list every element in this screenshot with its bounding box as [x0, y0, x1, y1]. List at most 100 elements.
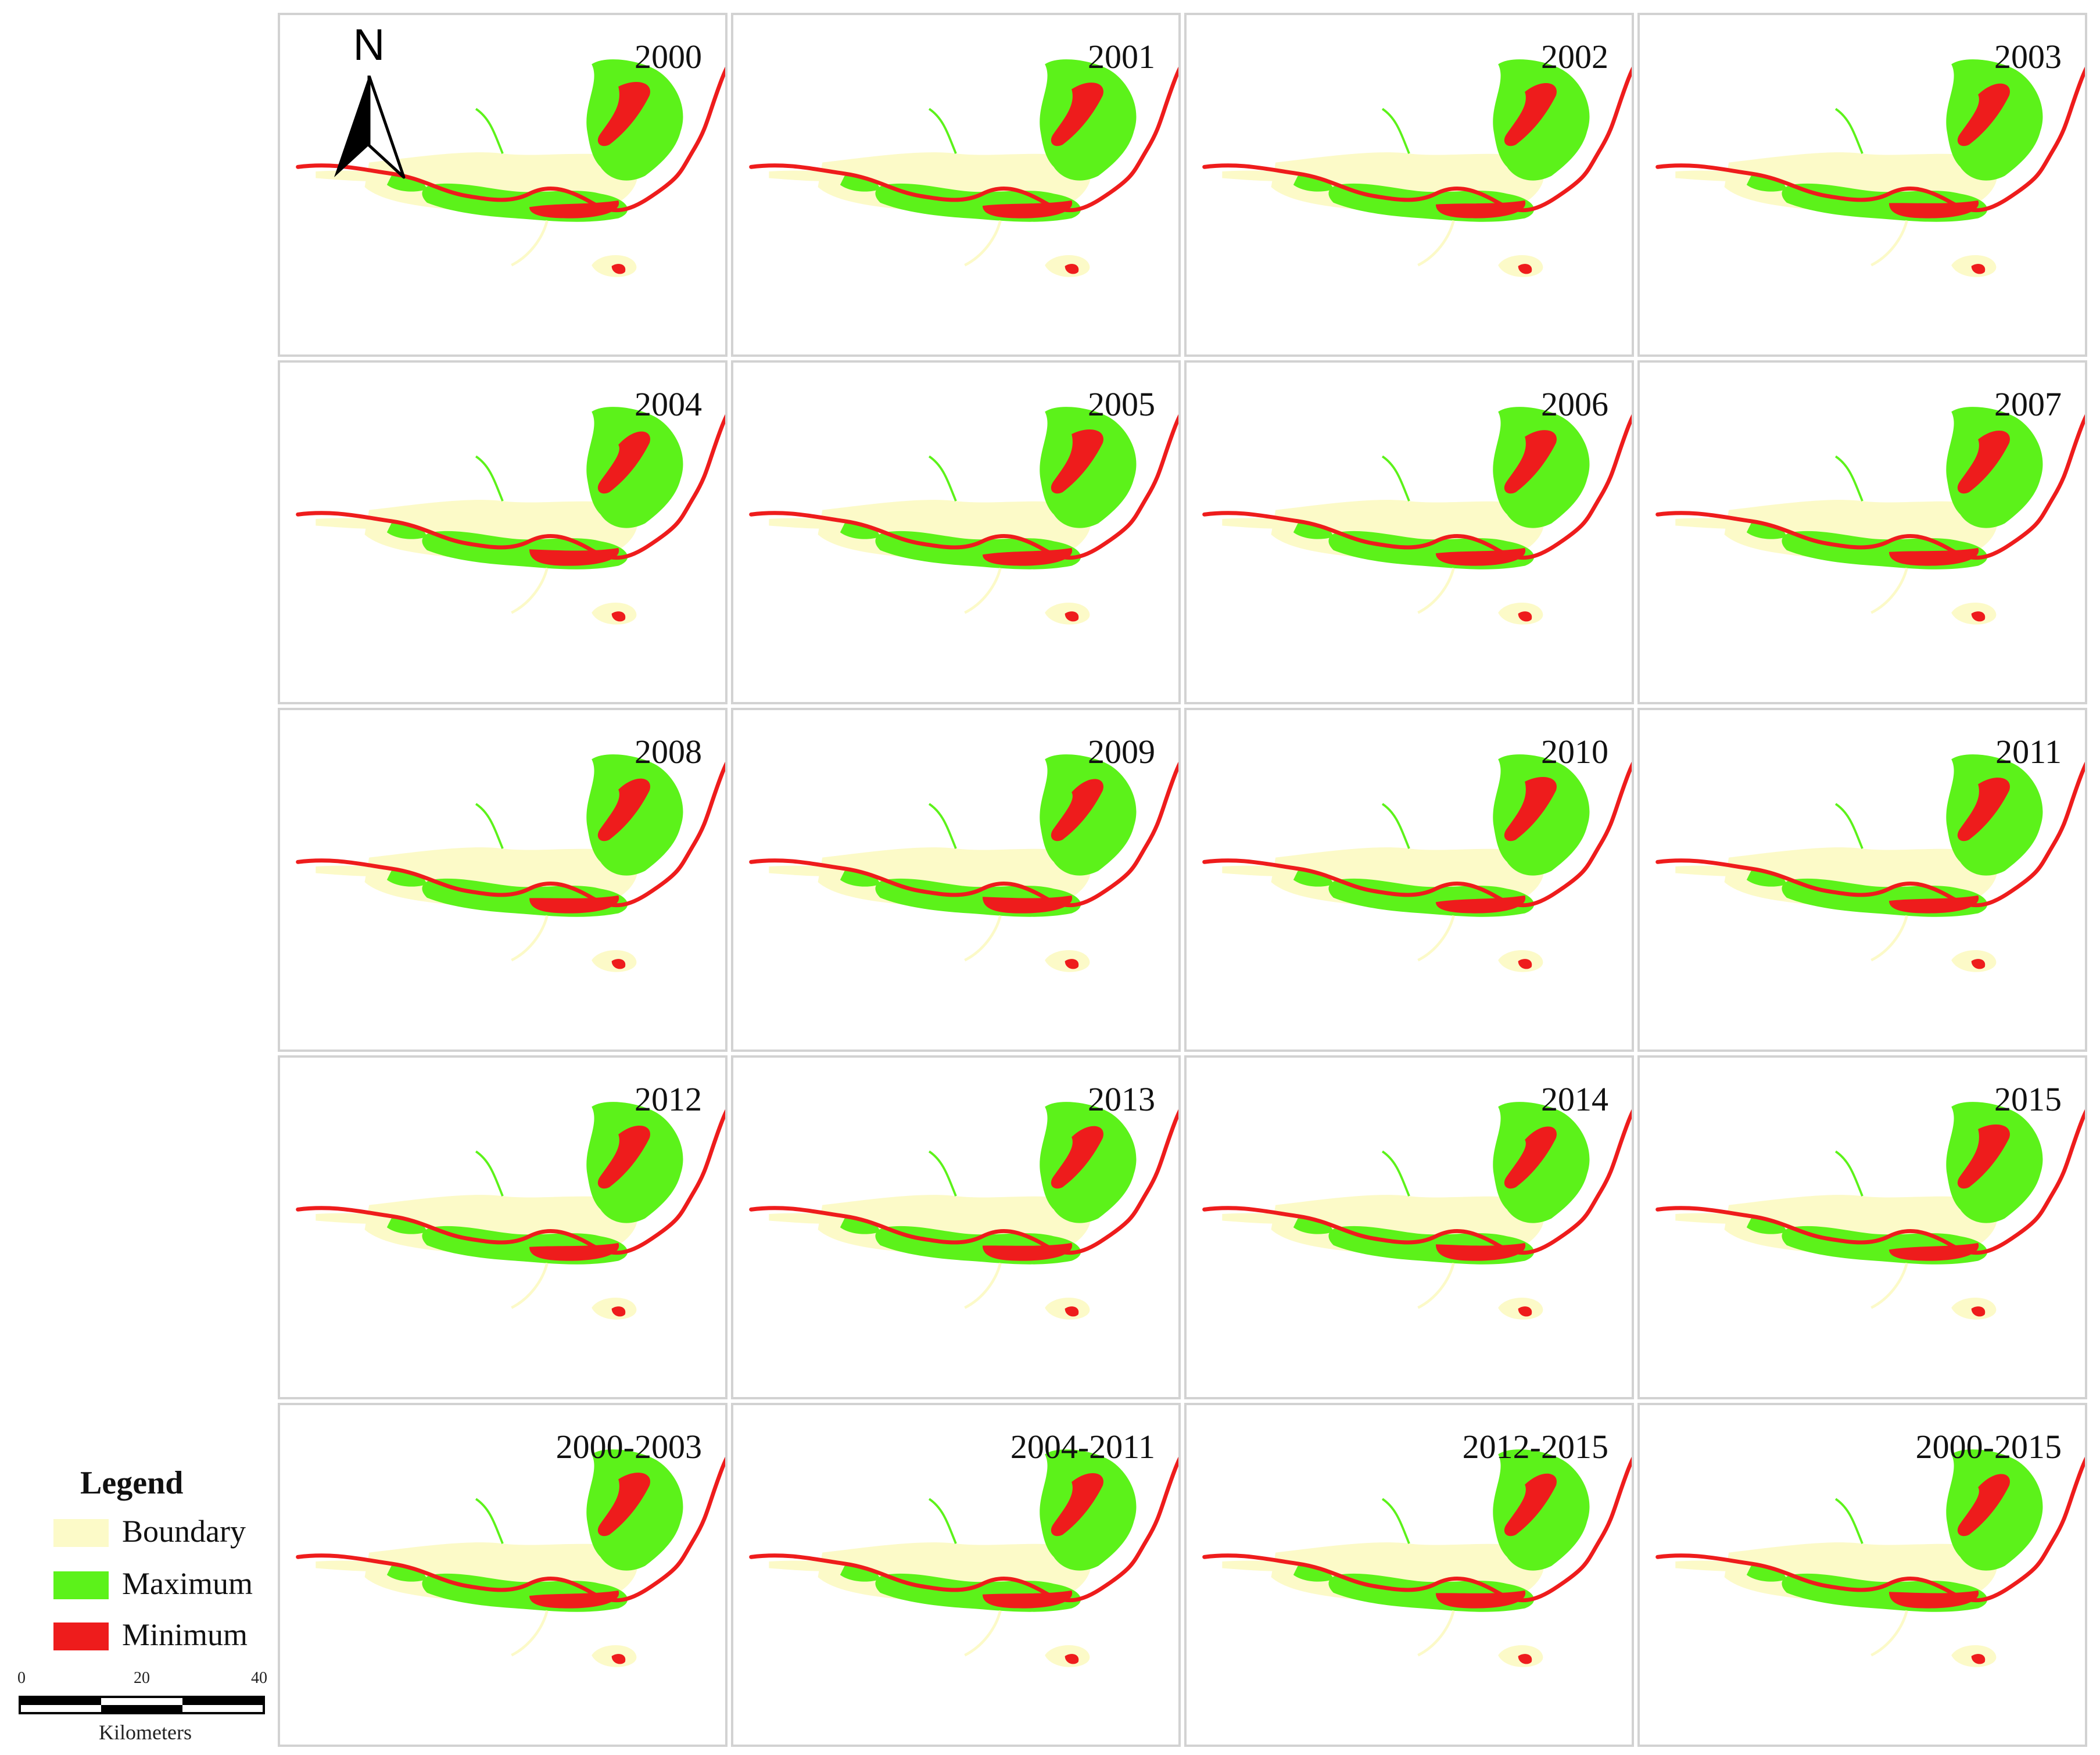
min-extent-north — [1051, 779, 1103, 841]
min-extent-lobe — [611, 264, 626, 274]
tributary — [475, 803, 504, 849]
min-extent-south — [982, 200, 1073, 219]
map-panel: 2010 — [1184, 708, 1634, 1052]
min-extent-north — [1504, 1126, 1557, 1189]
max-extent-north — [1493, 407, 1590, 528]
tributary-south — [964, 1610, 1002, 1657]
max-extent-north — [1493, 754, 1590, 876]
panel-period-label: 2000 — [635, 38, 702, 76]
min-extent-lobe — [611, 959, 626, 969]
wetland-map — [1202, 754, 1632, 972]
min-extent-north — [1504, 1473, 1557, 1536]
map-panel: 2007 — [1637, 360, 2087, 704]
river-channel — [1202, 1456, 1632, 1603]
tributary — [1381, 803, 1410, 849]
panel-period-label: 2012 — [635, 1080, 702, 1118]
river-channel — [749, 414, 1178, 560]
tributary-south — [511, 567, 549, 614]
panel-period-label: 2014 — [1541, 1080, 1608, 1118]
river-channel — [1202, 414, 1632, 560]
wetland-map — [1655, 754, 2085, 972]
min-extent-lobe — [1518, 1654, 1532, 1664]
min-extent-south — [1888, 547, 1979, 566]
river-channel — [1202, 1109, 1632, 1255]
river-channel — [1655, 414, 2085, 560]
tributary — [1381, 1150, 1410, 1197]
min-extent-lobe — [1971, 611, 1986, 622]
panel-period-label: 2009 — [1088, 733, 1155, 771]
panel-period-label: 2013 — [1088, 1080, 1155, 1118]
min-extent-south — [529, 1590, 619, 1609]
wetland-map — [1202, 407, 1632, 625]
legend: Legend Boundary Maximum Minimum — [17, 1459, 273, 1749]
scale-bar-graphic — [19, 1696, 265, 1714]
panel-period-label: 2011 — [1995, 733, 2062, 771]
tributary-south — [1870, 915, 1908, 962]
map-panel: 2001 — [731, 13, 1181, 357]
max-extent-north — [586, 754, 683, 876]
min-extent-south — [529, 547, 619, 566]
max-extent-north — [1493, 1449, 1590, 1571]
tributary — [928, 1498, 957, 1544]
map-panel: 2012-2015 — [1184, 1403, 1634, 1747]
river-channel — [1655, 1109, 2085, 1255]
tributary — [1381, 1498, 1410, 1544]
legend-label-maximum: Maximum — [122, 1566, 253, 1601]
min-extent-lobe — [611, 1306, 626, 1317]
tributary — [475, 1150, 504, 1197]
min-extent-south — [1435, 547, 1526, 566]
panel-period-label: 2000-2003 — [556, 1428, 702, 1466]
min-extent-lobe — [1971, 1306, 1986, 1317]
river-channel — [296, 1109, 725, 1255]
river-channel — [1202, 66, 1632, 213]
legend-label-minimum: Minimum — [122, 1617, 248, 1652]
scale-unit: Kilometers — [99, 1721, 192, 1744]
min-extent-south — [1435, 1590, 1526, 1609]
wetland-map — [749, 59, 1178, 277]
min-extent-south — [529, 200, 619, 219]
panel-period-label: 2007 — [1994, 385, 2062, 423]
min-extent-south — [1435, 895, 1526, 914]
tributary-south — [511, 1262, 549, 1309]
min-extent-north — [1051, 83, 1103, 146]
tributary-south — [511, 1610, 549, 1657]
max-extent-north — [586, 1449, 683, 1571]
min-extent-north — [1957, 1474, 2010, 1536]
tributary-south — [1417, 220, 1455, 267]
map-panel: 2006 — [1184, 360, 1634, 704]
wetland-map — [749, 407, 1178, 625]
river-channel — [296, 1456, 725, 1603]
wetland-map — [296, 1102, 725, 1320]
wetland-map — [1202, 1449, 1632, 1667]
min-extent-north — [597, 778, 650, 841]
panel-period-label: 2004-2011 — [1010, 1428, 1155, 1466]
tributary-south — [511, 915, 549, 962]
min-extent-lobe — [1518, 959, 1532, 969]
tributary-south — [964, 220, 1002, 267]
panel-period-label: 2001 — [1088, 38, 1155, 76]
map-panel: 2000 — [278, 13, 728, 357]
wetland-map — [296, 407, 725, 625]
wetland-map — [1655, 1449, 2085, 1667]
max-extent-north — [1493, 59, 1590, 181]
min-extent-south — [982, 1242, 1073, 1261]
min-extent-lobe — [1065, 264, 1079, 274]
wetland-map — [1655, 59, 2085, 277]
panel-period-label: 2010 — [1541, 733, 1608, 771]
map-panel: 2013 — [731, 1055, 1181, 1399]
wetland-map — [1655, 1102, 2085, 1320]
wetland-map — [1202, 1102, 1632, 1320]
min-extent-lobe — [611, 611, 626, 622]
tributary-south — [1870, 220, 1908, 267]
min-extent-lobe — [1065, 959, 1079, 969]
min-extent-north — [597, 431, 650, 494]
map-panel: 2000-2015 — [1637, 1403, 2087, 1747]
tributary-south — [964, 567, 1002, 614]
min-extent-north — [1051, 1126, 1103, 1189]
min-extent-lobe — [611, 1654, 626, 1664]
min-extent-south — [1888, 1242, 1979, 1261]
tributary-south — [1417, 1262, 1455, 1309]
min-extent-south — [529, 895, 619, 914]
river-channel — [749, 761, 1178, 908]
river-channel — [296, 66, 725, 213]
